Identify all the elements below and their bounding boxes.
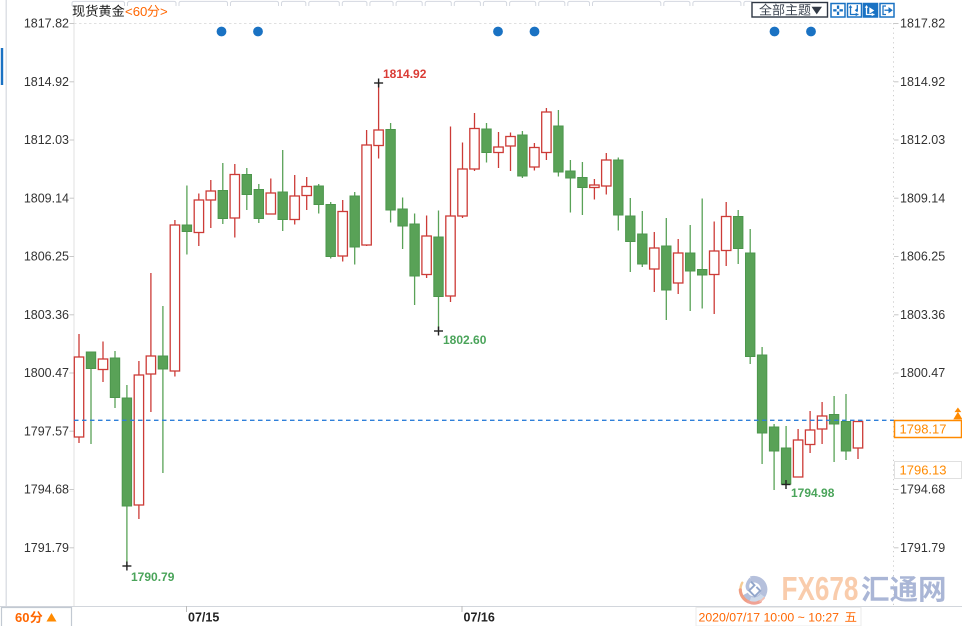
- svg-text:1802.60: 1802.60: [443, 333, 487, 347]
- svg-text:1798.17: 1798.17: [900, 422, 947, 437]
- svg-text:1791.79: 1791.79: [24, 541, 69, 555]
- svg-text:1790.79: 1790.79: [131, 570, 175, 584]
- svg-text:2020/07/17 10:00 ~ 10:27: 2020/07/17 10:00 ~ 10:27: [699, 611, 840, 625]
- svg-text:1817.82: 1817.82: [900, 17, 945, 31]
- svg-text:1797.57: 1797.57: [24, 424, 69, 438]
- svg-text:1806.25: 1806.25: [24, 250, 69, 264]
- svg-text:>: >: [160, 4, 168, 19]
- svg-text:1803.36: 1803.36: [24, 308, 69, 322]
- svg-text:1812.03: 1812.03: [900, 133, 945, 147]
- svg-text:1812.03: 1812.03: [24, 133, 69, 147]
- svg-text:07/15: 07/15: [188, 611, 219, 625]
- svg-text:1791.79: 1791.79: [900, 541, 945, 555]
- svg-text:1814.92: 1814.92: [383, 67, 427, 81]
- svg-text:60: 60: [15, 610, 29, 625]
- svg-text:1803.36: 1803.36: [900, 308, 945, 322]
- svg-text:<60: <60: [125, 4, 147, 19]
- svg-text:1794.68: 1794.68: [24, 483, 69, 497]
- svg-text:1809.14: 1809.14: [900, 191, 945, 205]
- svg-text:07/16: 07/16: [464, 611, 495, 625]
- svg-text:1794.98: 1794.98: [791, 486, 835, 500]
- svg-text:1809.14: 1809.14: [24, 191, 69, 205]
- svg-text:1800.47: 1800.47: [900, 366, 945, 380]
- svg-text:1794.68: 1794.68: [900, 483, 945, 497]
- svg-text:FX678: FX678: [782, 571, 859, 608]
- svg-text:1814.92: 1814.92: [24, 75, 69, 89]
- svg-text:1806.25: 1806.25: [900, 250, 945, 264]
- svg-text:1796.13: 1796.13: [900, 463, 947, 478]
- svg-text:1817.82: 1817.82: [24, 17, 69, 31]
- svg-text:1814.92: 1814.92: [900, 75, 945, 89]
- svg-text:1800.47: 1800.47: [24, 366, 69, 380]
